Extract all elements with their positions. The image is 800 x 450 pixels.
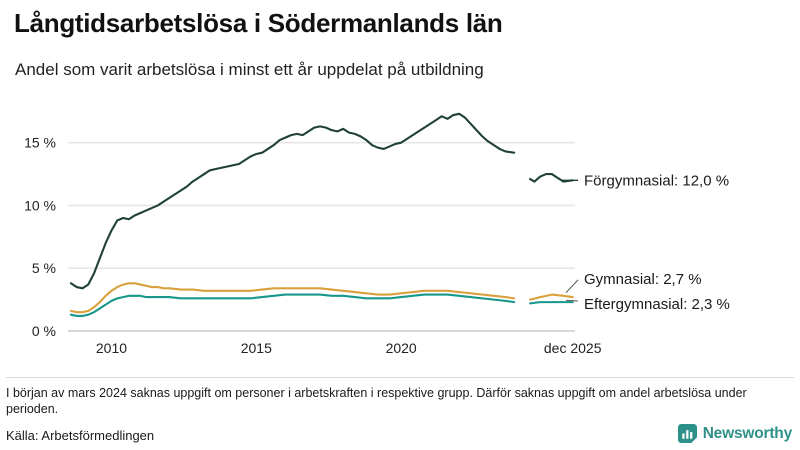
series-line bbox=[69, 293, 574, 317]
page-title: Långtidsarbetslösa i Södermanlands län bbox=[14, 8, 503, 38]
series-line bbox=[69, 112, 574, 290]
legend-label-gymnasial: Gymnasial: 2,7 % bbox=[584, 271, 702, 288]
newsworthy-logo: Newsworthy bbox=[677, 424, 793, 443]
y-axis-tick-label: 10 % bbox=[24, 197, 56, 213]
line-chart: 0 % 5 % 10 % 15 % 2010 2015 2020 dec 2025 Förgym… bbox=[24, 112, 730, 356]
y-axis-tick-label: 15 % bbox=[24, 135, 56, 151]
x-axis-tick-label: 2010 bbox=[96, 340, 127, 356]
x-axis-tick-label: 2020 bbox=[386, 340, 417, 356]
legend-label-eftergymnasial: Eftergymnasial: 2,3 % bbox=[584, 296, 730, 313]
footer-divider bbox=[6, 377, 794, 378]
logo-text: Newsworthy bbox=[702, 424, 793, 442]
x-axis-tick-label: 2015 bbox=[241, 340, 272, 356]
legend-connector bbox=[565, 279, 579, 294]
footnote-text: I början av mars 2024 saknas uppgift om … bbox=[6, 386, 747, 416]
series-line bbox=[69, 282, 574, 314]
y-axis-tick-label: 0 % bbox=[32, 323, 56, 339]
chart-container: 0 % 5 % 10 % 15 % 2010 2015 2020 dec 2025 Förgym… bbox=[0, 95, 800, 360]
x-axis-tick-label: dec 2025 bbox=[544, 340, 602, 356]
y-axis-tick-label: 5 % bbox=[32, 260, 56, 276]
source-text: Källa: Arbetsförmedlingen bbox=[6, 428, 155, 443]
bar-chart-badge-icon bbox=[677, 424, 697, 443]
legend-connector bbox=[565, 299, 579, 302]
page-subtitle: Andel som varit arbetslösa i minst ett å… bbox=[15, 60, 484, 79]
legend-label-förgymnasial: Förgymnasial: 12,0 % bbox=[584, 172, 729, 189]
